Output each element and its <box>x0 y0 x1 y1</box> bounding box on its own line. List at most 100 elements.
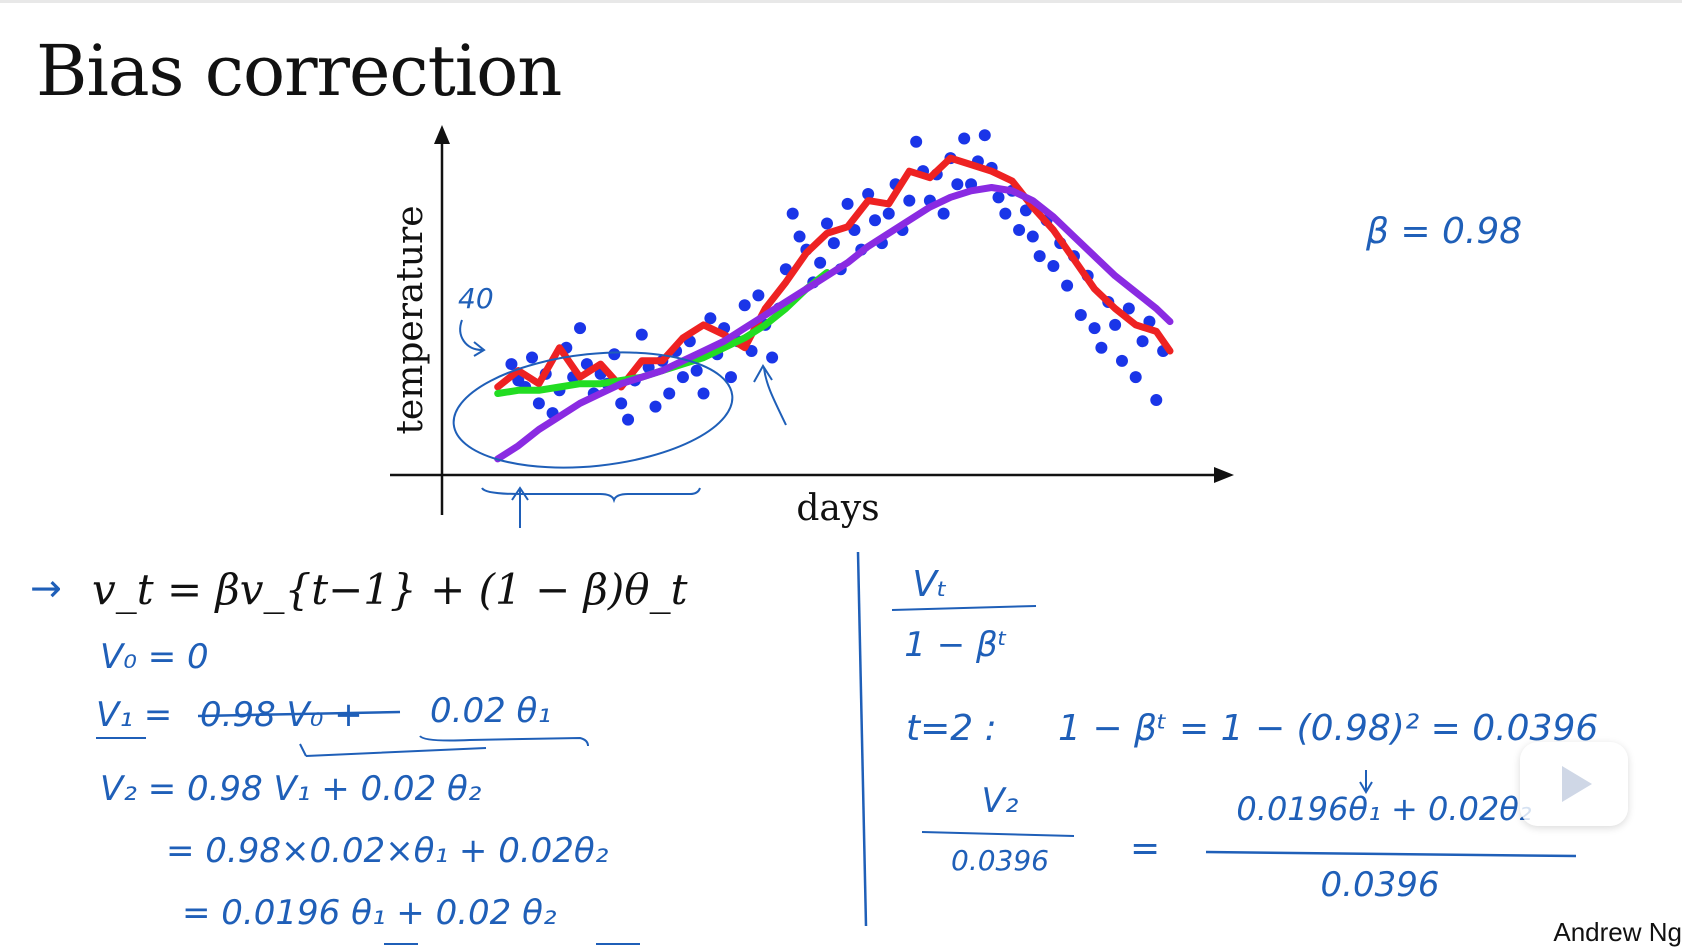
data-point <box>958 132 971 145</box>
ewma-lines <box>494 154 1174 463</box>
y-axis-label: temperature <box>390 205 431 434</box>
data-point <box>814 256 827 269</box>
t2-label: t=2 : <box>906 708 997 749</box>
data-point <box>1013 224 1026 237</box>
brace-up-arrow <box>511 486 529 528</box>
data-point <box>999 207 1012 220</box>
data-point <box>992 191 1005 204</box>
data-point <box>882 207 895 220</box>
data-point <box>738 299 751 312</box>
data-point <box>786 207 799 220</box>
early-bias-circle <box>452 351 734 469</box>
v0-line: V₀ = 0 <box>100 637 209 677</box>
result-numerator: 0.0196θ₁ + 0.02θ₂ <box>1236 790 1531 828</box>
data-point <box>1122 302 1135 315</box>
divider-line <box>856 551 868 927</box>
data-point <box>1150 394 1163 407</box>
v1-rest-underline <box>419 735 589 747</box>
data-point <box>1061 279 1074 292</box>
data-point <box>937 207 950 220</box>
result-denominator: 0.0396 <box>1321 865 1440 905</box>
t2-expression: 1 − βᵗ = 1 − (0.98)² = 0.0396 <box>1058 708 1598 749</box>
corrected-fraction-denominator: 1 − βᵗ <box>904 625 1007 665</box>
video-play-overlay[interactable] <box>1520 742 1628 826</box>
formula-arrow: → <box>30 566 62 610</box>
series-line-1 <box>494 154 1174 391</box>
series-line-3 <box>494 184 1174 463</box>
data-point <box>704 312 717 325</box>
data-point <box>1088 322 1101 335</box>
data-point <box>676 371 689 384</box>
early-days-brace <box>481 487 701 504</box>
slide-title: Bias correction <box>36 30 562 112</box>
data-point <box>724 371 737 384</box>
data-point <box>1095 341 1108 354</box>
data-point <box>1047 259 1060 272</box>
top-border <box>0 0 1682 3</box>
corrected-fraction-bar <box>891 605 1037 611</box>
annotation-40: 40 <box>458 282 494 315</box>
curve-up-arrow <box>753 364 787 426</box>
data-point <box>532 397 545 410</box>
v2-line-3: = 0.0196 θ₁ + 0.02 θ₂ <box>182 893 557 933</box>
data-point <box>574 322 587 335</box>
ewma-formula: v_t = βv_{t−1} + (1 − β)θ_t <box>92 565 688 614</box>
v1-rest: 0.02 θ₁ <box>430 691 551 731</box>
data-point <box>1109 318 1122 331</box>
data-point <box>1136 335 1149 348</box>
data-point <box>793 230 806 243</box>
data-point <box>910 135 923 148</box>
data-point <box>745 345 758 358</box>
result-down-arrow <box>1359 770 1373 794</box>
data-point <box>697 387 710 400</box>
v2-line: V₂ = 0.98 V₁ + 0.02 θ₂ <box>100 769 482 809</box>
beta-value: β = 0.98 <box>1365 211 1522 252</box>
data-point <box>1026 230 1039 243</box>
data-point <box>505 358 518 371</box>
data-point <box>608 348 621 361</box>
play-icon[interactable] <box>1562 766 1592 802</box>
right-derivation: Vₜ 1 − βᵗ t=2 : 1 − βᵗ = 1 − (0.98)² = 0… <box>891 564 1598 905</box>
v1-prefix: V₁ = <box>96 695 172 735</box>
data-point <box>951 178 964 191</box>
data-point <box>903 194 916 207</box>
data-point <box>841 197 854 210</box>
data-point <box>663 387 676 400</box>
data-point <box>635 328 648 341</box>
v2-line-2: = 0.98×0.02×θ₁ + 0.02θ₂ <box>166 831 609 871</box>
data-point <box>862 188 875 201</box>
x-axis-label: days <box>796 488 879 529</box>
data-point <box>622 413 635 426</box>
data-point <box>1033 250 1046 263</box>
data-point <box>752 289 765 302</box>
v2-frac-denominator: 0.0396 <box>951 844 1049 877</box>
data-point <box>978 129 991 142</box>
right-equals: = <box>1130 828 1160 869</box>
left-derivation: → v_t = βv_{t−1} + (1 − β)θ_t V₀ = 0 V₁ … <box>30 565 688 945</box>
v1-substitution-check <box>299 743 487 757</box>
data-point <box>690 364 703 377</box>
v1-strikethrough <box>197 710 401 718</box>
v2-frac-bar <box>921 831 1075 837</box>
data-point <box>526 351 539 364</box>
data-point <box>615 397 628 410</box>
data-point <box>827 237 840 250</box>
data-point <box>649 400 662 413</box>
data-point <box>869 214 882 227</box>
data-point <box>642 361 655 374</box>
data-point <box>766 351 779 364</box>
data-point <box>821 217 833 230</box>
data-point <box>1129 371 1142 384</box>
corrected-fraction-numerator: Vₜ <box>912 564 947 605</box>
data-point <box>1115 354 1128 367</box>
data-point <box>1074 309 1087 322</box>
v2-frac-numerator: V₂ <box>982 781 1019 821</box>
slide-footer-author: Andrew Ng <box>1553 917 1682 947</box>
x-axis-arrowhead <box>1214 467 1234 483</box>
result-frac-bar <box>1205 850 1577 858</box>
data-point <box>1143 315 1156 328</box>
temperature-chart: days temperature 40 <box>390 125 1234 529</box>
y-axis-arrowhead <box>434 125 450 144</box>
